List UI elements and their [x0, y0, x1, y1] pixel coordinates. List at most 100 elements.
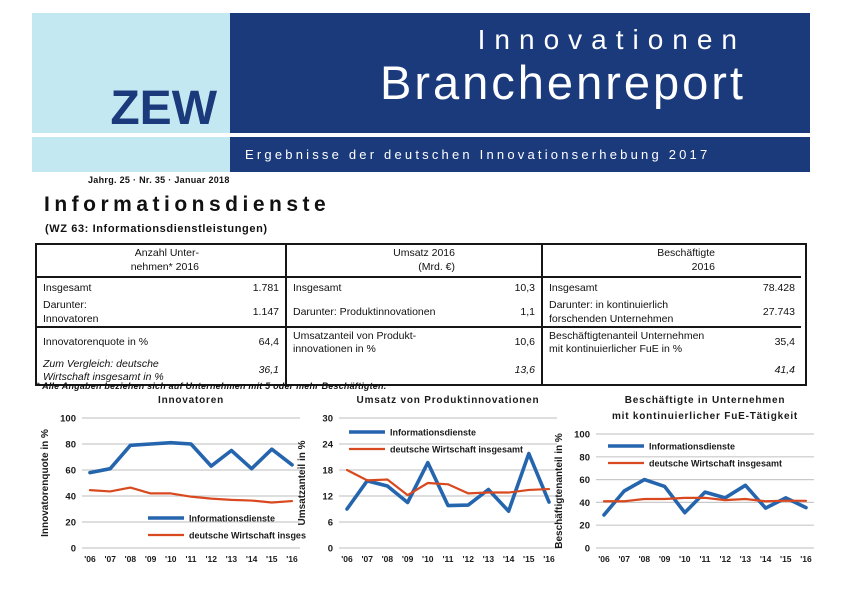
svg-text:'16: '16 [543, 554, 555, 564]
svg-text:'10: '10 [422, 554, 434, 564]
table-cell-value: 36,1 [205, 358, 287, 384]
svg-text:'10: '10 [165, 554, 177, 564]
svg-text:'06: '06 [84, 554, 96, 564]
table-cell-label: Insgesamt [549, 281, 598, 294]
zew-logo: ZEW [110, 82, 217, 135]
masthead: ZEW Innovationen Branchenreport Ergebnis… [32, 13, 810, 172]
table-header-cell [205, 245, 287, 278]
svg-text:'13: '13 [740, 554, 752, 564]
svg-text:'09: '09 [659, 554, 671, 564]
chart-innovatoren-canvas: Innovatoren 0 20 40 60 80 100 '06 '07 '08 '09 '10 '1… [40, 395, 322, 564]
svg-text:'11: '11 [185, 554, 196, 564]
table-cell-value: 35,4 [774, 336, 795, 349]
table-footnote: * Alle Angaben beziehen sich auf Unterne… [36, 381, 387, 391]
issue-info: Jahrg. 25 · Nr. 35 · Januar 2018 [88, 175, 230, 185]
svg-text:'10: '10 [679, 554, 691, 564]
svg-text:'08: '08 [382, 554, 394, 564]
svg-text:80: 80 [65, 440, 76, 451]
svg-text:'07: '07 [361, 554, 373, 564]
svg-text:30: 30 [322, 414, 333, 425]
svg-text:Informationsdienste: Informationsdienste [390, 428, 476, 438]
svg-text:0: 0 [585, 544, 590, 555]
key-figures-table: Anzahl Unter- nehmen* 2016 Umsatz 2016 (… [35, 243, 807, 386]
svg-text:'12: '12 [462, 554, 474, 564]
series-line [88, 486, 294, 504]
masthead-title-panel: Innovationen Branchenreport Ergebnisse d… [230, 13, 810, 172]
svg-text:'15: '15 [523, 554, 535, 564]
svg-text:'09: '09 [145, 554, 157, 564]
table-cell-value: 1,1 [461, 299, 543, 328]
svg-text:0: 0 [71, 544, 76, 555]
svg-text:Informationsdienste: Informationsdienste [649, 442, 735, 452]
series-line [602, 477, 808, 517]
svg-text:deutsche Wirtschaft insgesamt: deutsche Wirtschaft insgesamt [189, 531, 306, 541]
svg-text:18: 18 [322, 466, 333, 477]
series-line [602, 496, 808, 503]
series-line [88, 440, 294, 475]
svg-text:'11: '11 [699, 554, 710, 564]
svg-text:'08: '08 [125, 554, 137, 564]
svg-text:60: 60 [579, 475, 590, 486]
table-cell-value: 78.428 [762, 281, 795, 294]
table-header-cell: Umsatz 2016 (Mrd. €) [287, 245, 461, 278]
svg-text:deutsche Wirtschaft insgesamt: deutsche Wirtschaft insgesamt [649, 459, 782, 469]
chart-innovatoren: Innovatoren 0 20 40 60 80 100 '06 '07 '08 '09 '10 '1… [36, 390, 322, 595]
table-cell-label: Innovatorenquote in % [43, 336, 149, 349]
svg-text:'14: '14 [503, 554, 515, 564]
table-header-cell: Beschäftigte 2016 [543, 245, 721, 278]
table-header-cell [721, 245, 801, 278]
svg-text:'14: '14 [760, 554, 772, 564]
table-cell-value: 13,6 [461, 358, 543, 384]
svg-text:'14: '14 [246, 554, 258, 564]
table-header-cell [461, 245, 543, 278]
table-cell-label: Beschäftigtenanteil Unternehmen mit kont… [549, 329, 705, 355]
masthead-logo-lower-band [32, 137, 230, 172]
svg-text:Umsatz von Produktinnovationen: Umsatz von Produktinnovationen [357, 395, 540, 406]
svg-text:20: 20 [65, 518, 76, 529]
svg-text:'16: '16 [800, 554, 812, 564]
table-cell-value: 10,3 [461, 278, 543, 299]
svg-text:80: 80 [579, 452, 590, 463]
page-title: Informationsdienste [44, 193, 331, 216]
svg-text:100: 100 [60, 414, 76, 425]
table-cell-label: Darunter: in kontinuierlich forschenden … [543, 299, 721, 328]
svg-text:'08: '08 [639, 554, 651, 564]
svg-text:40: 40 [65, 492, 76, 503]
svg-text:100: 100 [574, 430, 590, 441]
svg-text:mit kontinuierlicher FuE-Tätig: mit kontinuierlicher FuE-Tätigkeit [612, 411, 798, 422]
table-cell-value: 41,4 [774, 364, 795, 377]
svg-text:'09: '09 [402, 554, 414, 564]
svg-text:'11: '11 [442, 554, 453, 564]
table-header-cell: Anzahl Unter- nehmen* 2016 [37, 245, 205, 278]
svg-text:24: 24 [322, 440, 333, 451]
masthead-logo-panel: ZEW [32, 13, 230, 172]
masthead-separator-line [32, 133, 230, 137]
svg-text:Innovatoren: Innovatoren [158, 395, 224, 406]
svg-text:60: 60 [65, 466, 76, 477]
svg-text:20: 20 [579, 521, 590, 532]
svg-text:Beschäftigte in Unternehmen: Beschäftigte in Unternehmen [625, 395, 786, 406]
report-subtitle: Ergebnisse der deutschen Innovationserhe… [245, 147, 711, 162]
table-cell-value: 27.743 [721, 299, 801, 328]
svg-text:'13: '13 [226, 554, 238, 564]
svg-text:12: 12 [322, 492, 333, 503]
svg-text:Informationsdienste: Informationsdienste [189, 514, 275, 524]
svg-text:'15: '15 [780, 554, 792, 564]
table-cell-label: Zum Vergleich: deutsche Wirtschaft insge… [43, 357, 164, 383]
report-title-line1: Innovationen [477, 24, 746, 55]
svg-text:40: 40 [579, 498, 590, 509]
table-cell-label: Insgesamt [43, 281, 92, 294]
svg-text:Umsatzanteil in %: Umsatzanteil in % [297, 440, 308, 525]
svg-text:'07: '07 [104, 554, 116, 564]
table-cell-label: Darunter: Innovatoren [37, 299, 205, 328]
chart-beschaeftigte-fue: Beschäftigte in Unternehmen mit kontinuie… [550, 390, 820, 595]
svg-text:6: 6 [328, 518, 333, 529]
svg-text:0: 0 [328, 544, 333, 555]
table-cell-label [543, 358, 721, 384]
table-cell-label: Darunter: Produktinnovationen [287, 299, 461, 328]
svg-text:'16: '16 [286, 554, 298, 564]
svg-text:'13: '13 [483, 554, 495, 564]
svg-text:Innovatorenquote in %: Innovatorenquote in % [40, 429, 51, 537]
svg-text:'15: '15 [266, 554, 278, 564]
